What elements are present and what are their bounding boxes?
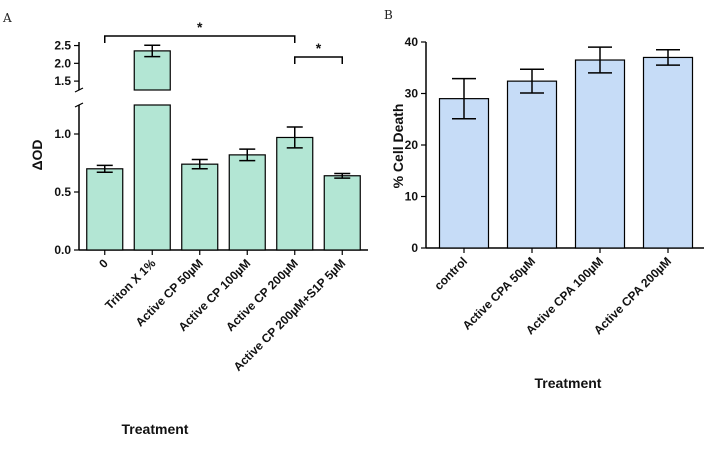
chart-b-bar xyxy=(506,80,558,249)
chart-a-bar xyxy=(276,136,314,251)
chart-b-ylabel: % Cell Death xyxy=(390,104,406,189)
chart-a-y-tick-label: 0.0 xyxy=(54,243,71,257)
chart-a-bar-break-gap xyxy=(133,91,172,104)
chart-a-bar xyxy=(181,163,219,251)
chart-b-y-tick-label: 10 xyxy=(405,190,419,204)
chart-a-y-tick-label: 2.5 xyxy=(54,39,71,53)
chart-a-bar xyxy=(133,50,171,91)
chart-b-bar xyxy=(438,98,490,249)
chart-b-x-tick-label: control xyxy=(431,254,470,293)
chart-b-xlabel: Treatment xyxy=(535,375,602,391)
panel-b-letter: B xyxy=(384,8,393,22)
chart-a-significance-label: * xyxy=(197,19,203,35)
chart-b-bar xyxy=(574,59,626,249)
chart-b-y-tick-label: 30 xyxy=(405,87,419,101)
panel-a-letter: A xyxy=(2,11,12,25)
chart-a-significance-label: * xyxy=(316,40,322,56)
chart-a-y-tick-label: 1.0 xyxy=(54,127,71,141)
chart-a-axis-break-mark xyxy=(74,87,84,93)
chart-a-bar xyxy=(86,168,124,251)
chart-a-significance-bracket xyxy=(294,56,343,64)
chart-a-axis-break-mark xyxy=(74,102,84,108)
chart-a: A ΔOD Treatment 0.00.51.01.52.02.50Trito… xyxy=(2,11,368,437)
chart-a-ylabel: ΔOD xyxy=(29,139,45,170)
chart-a-significance-bracket xyxy=(104,35,296,43)
chart-b-y-tick-label: 0 xyxy=(411,241,418,255)
chart-a-bar xyxy=(133,104,171,251)
chart-a-xlabel: Treatment xyxy=(122,421,189,437)
chart-a-y-tick-label: 2.0 xyxy=(54,56,71,70)
chart-b-y-tick-label: 20 xyxy=(405,138,419,152)
chart-a-y-tick-label: 1.5 xyxy=(54,74,71,88)
chart-a-bar xyxy=(323,175,361,251)
chart-b: B % Cell Death Treatment 0 10 20 30 40 contro… xyxy=(384,8,704,391)
chart-b-bar xyxy=(642,56,694,249)
chart-b-y-tick-label: 40 xyxy=(405,35,419,49)
chart-b-x-tick-label: Active CPA 50µM xyxy=(460,254,538,332)
chart-a-x-tick-label: 0 xyxy=(96,256,111,271)
chart-a-y-tick-label: 0.5 xyxy=(54,185,71,199)
chart-a-bar xyxy=(228,154,266,251)
